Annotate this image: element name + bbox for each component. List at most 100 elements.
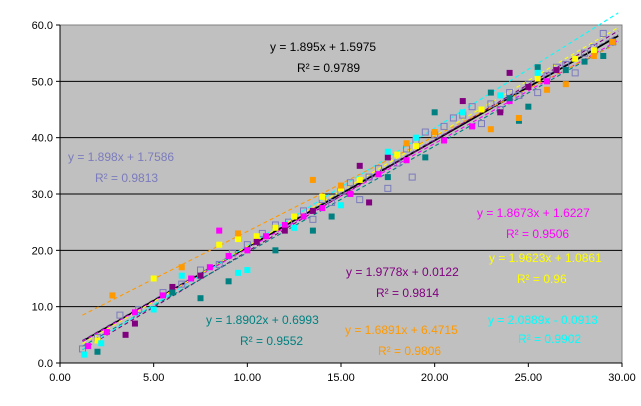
data-point [534, 89, 542, 97]
data-point [272, 247, 279, 254]
data-point [572, 55, 579, 62]
data-point [253, 233, 260, 240]
data-point [562, 81, 569, 88]
annotation-r2-lavender: R² = 0.9813 [95, 171, 158, 185]
data-point [188, 275, 195, 282]
trend-annotations: y = 1.895x + 1.5975 R² = 0.9789 y = 1.89… [68, 40, 602, 358]
tick-label-x: 20.00 [421, 372, 449, 384]
annotation-eq-lavender: y = 1.898x + 1.7586 [68, 150, 174, 164]
data-point [590, 52, 597, 59]
data-point [197, 295, 204, 302]
tick-label-x: 5.00 [143, 372, 164, 384]
data-point [150, 275, 157, 282]
data-point [197, 272, 204, 279]
data-point [253, 238, 260, 245]
data-point [356, 162, 363, 169]
data-point [384, 154, 391, 161]
data-point [515, 91, 523, 99]
data-point [356, 196, 364, 204]
data-point [272, 224, 279, 231]
data-point [244, 247, 251, 254]
data-point [468, 103, 476, 111]
data-point [600, 52, 607, 59]
data-point [131, 320, 138, 327]
data-point [478, 120, 485, 128]
tick-label-x: 0.00 [49, 372, 70, 384]
data-point [281, 221, 288, 228]
data-point [206, 264, 213, 271]
data-point [590, 47, 597, 54]
tick-label-y: 20.0 [32, 245, 53, 257]
data-point [449, 114, 457, 122]
data-point [160, 292, 167, 299]
data-point [263, 233, 270, 240]
data-point [178, 264, 185, 271]
data-point [403, 157, 410, 164]
data-point [169, 289, 176, 296]
tick-label-y: 30.0 [32, 189, 53, 201]
data-point [384, 148, 391, 155]
data-point [534, 75, 541, 82]
data-point [94, 337, 101, 344]
data-point [393, 159, 401, 167]
data-point [478, 106, 485, 113]
annotation-eq-black: y = 1.895x + 1.5975 [270, 40, 376, 54]
data-point [94, 348, 101, 355]
tick-label-y: 50.0 [32, 76, 53, 88]
annotation-r2-magenta: R² = 0.9506 [506, 227, 569, 241]
data-point [338, 202, 344, 209]
annotation-eq-cyan: y = 2.0889x - 0.0913 [488, 313, 598, 327]
data-point [225, 252, 232, 259]
data-point [122, 331, 129, 338]
data-point [515, 114, 522, 121]
annotation-r2-black: R² = 0.9789 [297, 61, 360, 75]
data-point [300, 213, 307, 220]
data-point [309, 215, 317, 223]
data-point [431, 109, 438, 116]
data-point [544, 78, 551, 85]
data-point [234, 236, 241, 243]
data-point [609, 38, 616, 45]
trendline [82, 39, 619, 342]
annotation-eq-purple: y = 1.9778x + 0.0122 [346, 265, 459, 279]
data-point [309, 227, 316, 234]
data-point [131, 309, 138, 316]
data-point [459, 109, 466, 116]
tick-label-y: 10.0 [32, 302, 53, 314]
data-point [506, 95, 513, 102]
axis-ticks: 0.0 10.0 20.0 30.0 40.0 50.0 60.0 0.00 5.00 10.00… [32, 20, 636, 384]
data-point [525, 103, 532, 110]
data-point [103, 329, 110, 336]
data-point [487, 126, 494, 133]
data-point [366, 199, 373, 206]
data-point [216, 227, 223, 234]
data-point [562, 67, 569, 74]
annotation-r2-orange: R² = 0.9806 [378, 344, 441, 358]
data-point [319, 205, 326, 212]
tick-label-y: 0.0 [38, 358, 53, 370]
tick-label-y: 60.0 [32, 20, 53, 32]
data-point [244, 267, 251, 274]
data-point [178, 280, 186, 288]
data-point [487, 100, 495, 108]
data-point [431, 129, 438, 136]
data-point [581, 49, 589, 57]
annotation-r2-yellow: R² = 0.96 [517, 272, 567, 286]
data-point [234, 230, 241, 237]
data-point [328, 198, 336, 206]
data-point [459, 98, 466, 105]
data-point [441, 137, 448, 144]
data-point [291, 224, 298, 231]
data-point [487, 89, 494, 96]
data-point [215, 260, 223, 268]
data-point [571, 69, 579, 77]
data-point [384, 174, 391, 181]
data-point [356, 176, 363, 183]
data-point [178, 272, 185, 279]
data-point [534, 69, 541, 76]
tick-label-x: 10.00 [234, 372, 262, 384]
data-point [497, 92, 504, 99]
data-point [225, 278, 232, 285]
data-point [384, 184, 392, 192]
